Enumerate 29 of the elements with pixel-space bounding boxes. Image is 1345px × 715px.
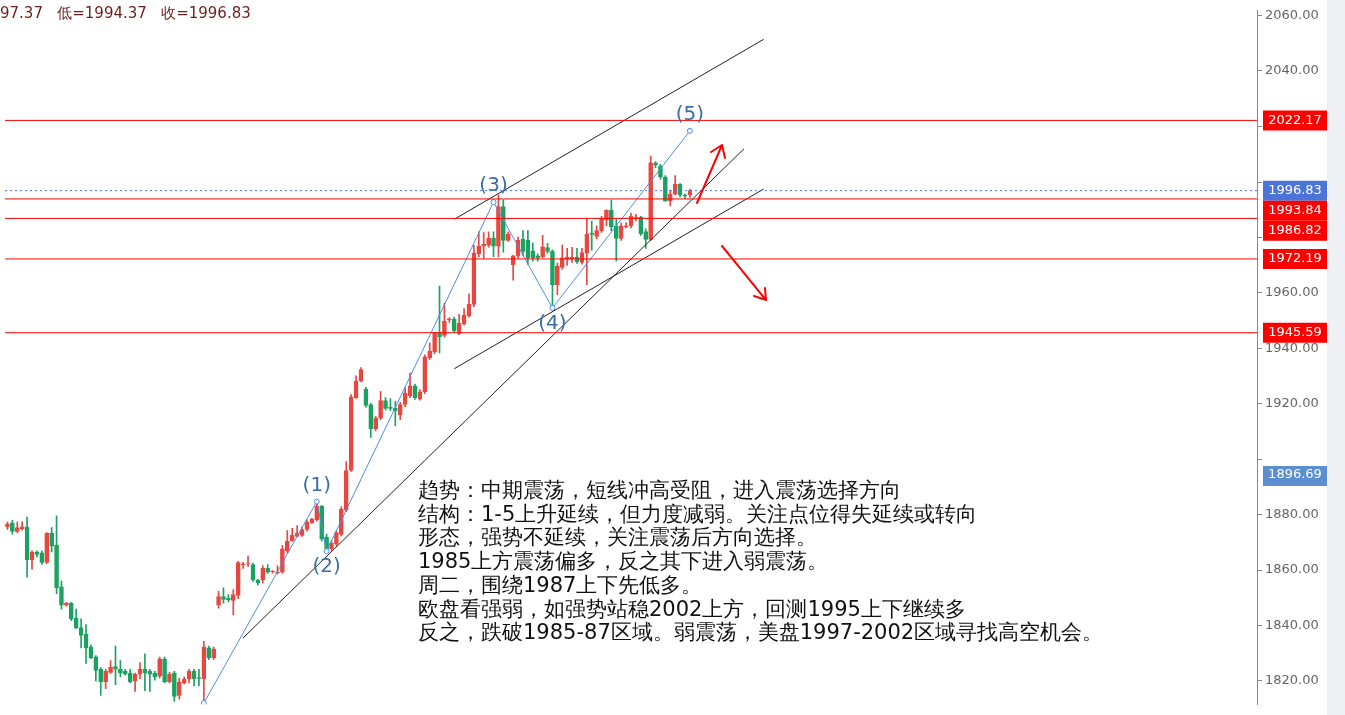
y-tick-label: 2060.00 [1265,6,1319,22]
annotation: (1) [302,471,331,496]
text: 1896.69 [1263,466,1327,486]
ref-line-label: 1993.84 [1268,202,1322,218]
y-tick-label: 1880.00 [1265,505,1319,521]
y-tick-label: 1940.00 [1265,339,1319,355]
y-tick-label: 1860.00 [1265,561,1319,577]
ref-line-label: 2022.17 [1268,111,1322,127]
y-tick-label: 1820.00 [1265,672,1319,688]
annotation: (3) [479,172,508,197]
legend-label: 1986.82 [1268,222,1322,238]
annotation: 结构：1-5上升延续，但力度减弱。关注点位得失延续或转向 [418,501,979,526]
annotation: 反之，跌破1985-87区域。弱震荡，美盘1997-2002区域寻找高空机会。 [418,620,1104,645]
ref-line-label: 1972.19 [1268,250,1322,266]
annotation: 1985上方震荡偏多，反之其下进入弱震荡。 [418,549,830,574]
annotation: 欧盘看强弱，如强势站稳2002上方，回测1995上下继续多 [418,596,967,621]
annotation: (5) [675,101,705,126]
y-tick-label: 1960.00 [1265,284,1319,300]
chart-title: 97.37 低=1994.37 收=1996.83 [0,4,251,23]
y-tick-label: 1920.00 [1265,395,1319,411]
ref-line-label: 1996.83 [1268,182,1322,198]
annotation: 周二，围绕1987上下先低多。 [418,572,704,598]
annotation: (2) [312,553,341,578]
ref-line-label: 1945.59 [1268,324,1322,340]
annotation: 趋势：中期震荡，短线冲高受阻，进入震荡选择方向 [418,478,902,503]
annotation: 形态，强势不延续，关注震荡后方向选择。 [418,525,818,550]
annotation: (4) [538,310,567,335]
y-tick-label: 2040.00 [1265,62,1319,78]
y-tick-label: 1840.00 [1265,616,1319,632]
